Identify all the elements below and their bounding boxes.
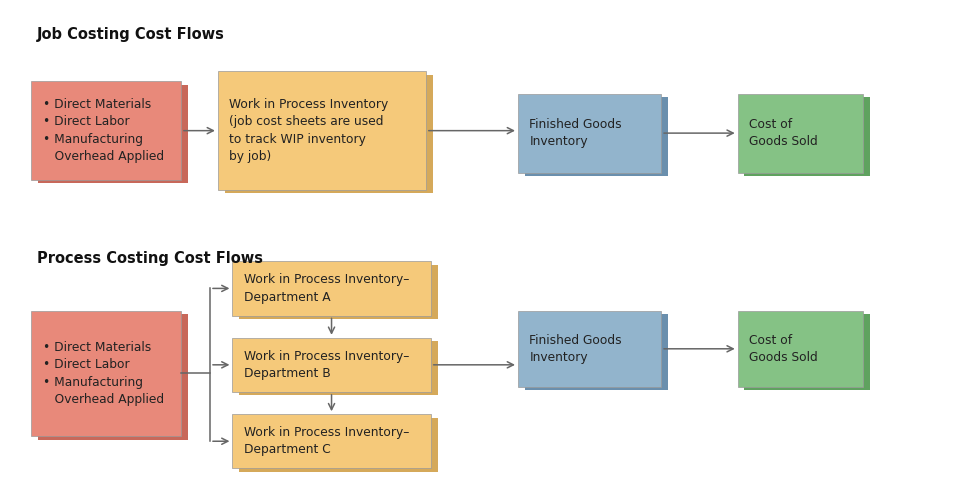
- FancyBboxPatch shape: [738, 311, 863, 387]
- FancyBboxPatch shape: [232, 261, 431, 316]
- Text: Finished Goods
Inventory: Finished Goods Inventory: [529, 118, 622, 148]
- FancyBboxPatch shape: [738, 94, 863, 173]
- FancyBboxPatch shape: [38, 85, 188, 183]
- Text: Work in Process Inventory–
Department A: Work in Process Inventory– Department A: [244, 273, 409, 304]
- FancyBboxPatch shape: [744, 314, 870, 390]
- FancyBboxPatch shape: [518, 94, 661, 173]
- FancyBboxPatch shape: [239, 265, 438, 319]
- Text: Cost of
Goods Sold: Cost of Goods Sold: [749, 334, 818, 364]
- FancyBboxPatch shape: [525, 314, 668, 390]
- Text: Job Costing Cost Flows: Job Costing Cost Flows: [37, 27, 225, 42]
- FancyBboxPatch shape: [232, 414, 431, 468]
- FancyBboxPatch shape: [218, 71, 426, 190]
- Text: Cost of
Goods Sold: Cost of Goods Sold: [749, 118, 818, 148]
- FancyBboxPatch shape: [525, 97, 668, 176]
- FancyBboxPatch shape: [31, 81, 181, 180]
- FancyBboxPatch shape: [744, 97, 870, 176]
- FancyBboxPatch shape: [518, 311, 661, 387]
- Text: Work in Process Inventory
(job cost sheets are used
to track WIP inventory
by jo: Work in Process Inventory (job cost shee…: [229, 98, 389, 163]
- FancyBboxPatch shape: [232, 338, 431, 392]
- FancyBboxPatch shape: [225, 75, 433, 193]
- Text: • Direct Materials
• Direct Labor
• Manufacturing
   Overhead Applied: • Direct Materials • Direct Labor • Manu…: [43, 98, 164, 163]
- Text: • Direct Materials
• Direct Labor
• Manufacturing
   Overhead Applied: • Direct Materials • Direct Labor • Manu…: [43, 341, 164, 406]
- Text: Work in Process Inventory–
Department C: Work in Process Inventory– Department C: [244, 426, 409, 457]
- Text: Finished Goods
Inventory: Finished Goods Inventory: [529, 334, 622, 364]
- Text: Process Costing Cost Flows: Process Costing Cost Flows: [37, 251, 262, 266]
- FancyBboxPatch shape: [239, 341, 438, 395]
- FancyBboxPatch shape: [38, 314, 188, 440]
- FancyBboxPatch shape: [239, 418, 438, 472]
- Text: Work in Process Inventory–
Department B: Work in Process Inventory– Department B: [244, 350, 409, 380]
- FancyBboxPatch shape: [31, 311, 181, 436]
